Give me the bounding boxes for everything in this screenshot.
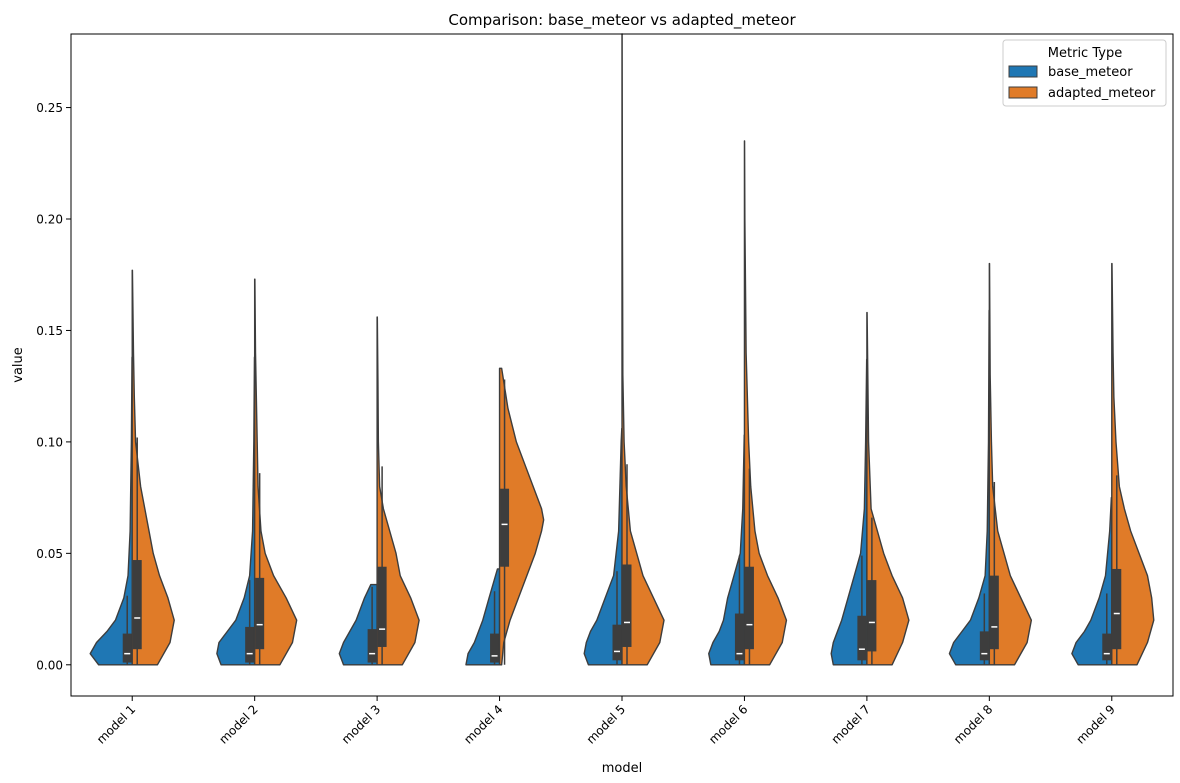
violin-base_meteor-1 [89, 356, 133, 666]
violin-adapted_meteor-4 [498, 367, 545, 666]
x-tick-label: model 3 [339, 702, 383, 746]
box-adapted_meteor-3 [377, 566, 387, 647]
box-adapted_meteor-2 [255, 577, 265, 650]
x-tick-label: model 2 [216, 702, 260, 746]
x-axis-label: model [602, 761, 642, 776]
box-adapted_meteor-9 [1112, 568, 1122, 650]
box-adapted_meteor-4 [500, 488, 510, 567]
x-tick-label: model 4 [461, 702, 505, 746]
box-base_meteor-8 [979, 631, 989, 661]
x-tick-label: model 8 [951, 702, 995, 746]
box-adapted_meteor-5 [622, 564, 632, 647]
box-base_meteor-9 [1102, 633, 1112, 661]
violin-adapted_meteor-6 [743, 140, 788, 666]
y-axis-label: value [11, 347, 26, 383]
box-base_meteor-1 [122, 633, 132, 663]
x-tick-label: model 6 [706, 702, 750, 746]
violin-adapted_meteor-2 [253, 278, 298, 666]
violin-adapted_meteor-7 [866, 311, 910, 666]
violin-adapted_meteor-1 [131, 269, 175, 666]
legend-swatch-adapted [1008, 86, 1038, 99]
chart-title: Comparison: base_meteor vs adapted_meteo… [448, 11, 796, 30]
y-tick-label: 0.05 [36, 547, 63, 561]
legend-label-adapted: adapted_meteor [1048, 86, 1156, 101]
x-tick-label: model 5 [584, 702, 628, 746]
violin-adapted_meteor-9 [1111, 262, 1155, 666]
legend-swatch-base [1008, 65, 1038, 78]
x-tick-label: model 9 [1073, 702, 1117, 746]
box-adapted_meteor-6 [744, 566, 754, 650]
box-base_meteor-4 [490, 633, 500, 663]
box-base_meteor-3 [367, 629, 377, 663]
box-adapted_meteor-1 [132, 560, 142, 650]
box-base_meteor-2 [245, 626, 255, 663]
x-tick-label: model 1 [94, 702, 138, 746]
box-base_meteor-6 [734, 613, 744, 661]
y-tick-label: 0.20 [36, 213, 63, 227]
box-adapted_meteor-8 [989, 575, 999, 650]
violins-layer [89, 33, 1155, 666]
legend-title: Metric Type [1048, 46, 1122, 61]
x-axis: model 1 model 2 model 3 model 4 model 5 model… [94, 696, 1118, 747]
legend-label-base: base_meteor [1048, 65, 1133, 80]
violin-base_meteor-8 [948, 309, 991, 666]
legend-box [1002, 39, 1167, 107]
x-tick-label: model 7 [829, 702, 873, 746]
box-base_meteor-7 [857, 615, 867, 661]
box-adapted_meteor-7 [867, 580, 877, 652]
y-tick-label: 0.15 [36, 324, 63, 338]
violin-adapted_meteor-3 [376, 316, 420, 666]
y-tick-label: 0.10 [36, 435, 63, 449]
violin-adapted_meteor-8 [988, 262, 1033, 666]
y-axis: 0.00 0.05 0.10 0.15 0.20 0.25 [36, 101, 71, 672]
y-tick-label: 0.25 [36, 101, 63, 115]
y-tick-label: 0.00 [36, 658, 63, 672]
box-base_meteor-5 [612, 624, 622, 661]
legend: Metric Type base_meteor adapted_meteor [1002, 39, 1167, 107]
